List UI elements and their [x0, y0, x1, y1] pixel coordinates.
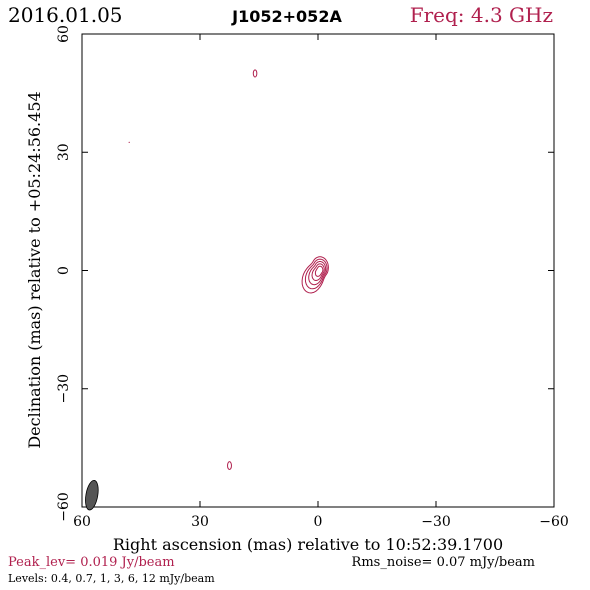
- core-contour: [304, 258, 328, 290]
- axis-ticks: [81, 33, 555, 508]
- contour-component: [227, 461, 232, 471]
- y-axis-label: Declination (mas) relative to +05:24:56.…: [25, 91, 44, 448]
- frequency-label: Freq: 4.3 GHz: [410, 3, 553, 27]
- y-tick-label: 0: [56, 266, 72, 275]
- observation-date: 2016.01.05: [8, 3, 123, 27]
- y-tick-label: 30: [56, 143, 72, 161]
- contour-levels: Levels: 0.4, 0.7, 1, 3, 6, 12 mJy/beam: [8, 572, 215, 585]
- y-tick-label: −30: [56, 374, 72, 404]
- noise-speck: [128, 141, 130, 143]
- core-contour: [301, 256, 329, 294]
- plot-frame: [81, 33, 555, 508]
- x-tick-label: −60: [539, 514, 569, 530]
- axis-tick-labels: 60 30 0 −30 −60 −60 −30 0 30 60: [56, 25, 569, 530]
- beam-layer: [85, 479, 99, 511]
- core-contour: [308, 261, 327, 286]
- x-tick-label: −30: [421, 514, 451, 530]
- x-axis-label: Right ascension (mas) relative to 10:52:…: [113, 535, 503, 554]
- peak-level: Peak_lev= 0.019 Jy/beam: [8, 555, 175, 570]
- x-tick-label: 30: [191, 514, 209, 530]
- beam-ellipse: [85, 479, 99, 511]
- y-tick-label: 60: [56, 25, 72, 43]
- contour-component: [252, 69, 258, 78]
- x-tick-label: 0: [314, 514, 323, 530]
- core-contour: [311, 263, 325, 282]
- source-name: J1052+052A: [231, 7, 342, 26]
- x-tick-label: 60: [73, 514, 91, 530]
- core-contour: [314, 265, 324, 277]
- contour-layer: [128, 69, 329, 471]
- rms-noise: Rms_noise= 0.07 mJy/beam: [352, 555, 535, 570]
- y-tick-label: −60: [56, 492, 72, 522]
